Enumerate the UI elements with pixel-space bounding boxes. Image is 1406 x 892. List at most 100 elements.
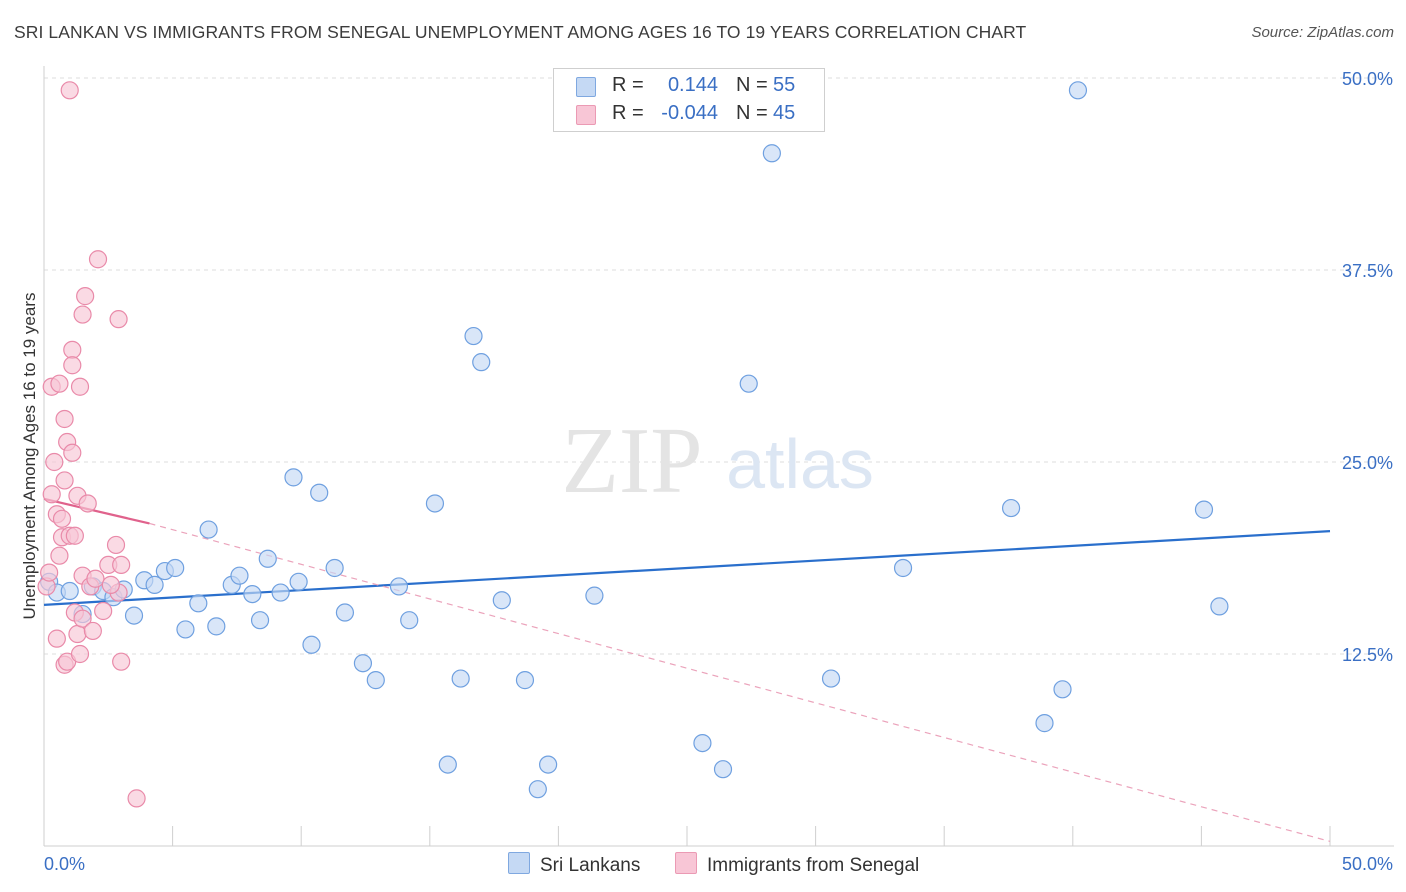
point-sri-lankans <box>366 671 385 690</box>
legend-r-label: R = <box>612 74 644 96</box>
point-sri-lankans <box>284 468 303 487</box>
x-tick-label: 50.0% <box>1342 854 1393 874</box>
point-senegal <box>55 471 74 490</box>
x-tick-label: 0.0% <box>44 854 85 874</box>
chart-title: SRI LANKAN VS IMMIGRANTS FROM SENEGAL UN… <box>14 22 1027 42</box>
watermark: ZIP atlas <box>562 409 874 513</box>
point-senegal <box>109 310 128 329</box>
point-sri-lankans <box>893 558 913 578</box>
point-sri-lankans <box>166 558 185 578</box>
legend-r-value: 0.144 <box>667 74 718 96</box>
point-sri-lankans <box>302 635 321 654</box>
bottom-legend-swatch <box>675 852 697 874</box>
trend-lines <box>43 497 1331 842</box>
bottom-legend-senegal: Immigrants from Senegal <box>675 852 919 877</box>
point-sri-lankans <box>438 755 457 774</box>
point-senegal <box>65 526 84 545</box>
point-sri-lankans <box>472 353 491 372</box>
point-senegal <box>112 555 131 575</box>
watermark-atlas: atlas <box>726 425 874 503</box>
bottom-legend-label: Sri Lankans <box>540 855 641 876</box>
point-sri-lankans <box>528 780 547 799</box>
point-sri-lankans <box>271 583 290 602</box>
trend-line-senegal-extension <box>149 522 1331 842</box>
y-tick-label: 25.0% <box>1342 453 1393 473</box>
point-sri-lankans <box>1068 81 1088 100</box>
point-sri-lankans <box>693 733 712 753</box>
y-tick-label: 50.0% <box>1342 69 1393 89</box>
point-sri-lankans <box>250 611 270 630</box>
bottom-legend-swatch <box>508 852 530 874</box>
point-sri-lankans <box>230 566 249 585</box>
point-senegal <box>83 621 102 641</box>
legend-swatch-senegal <box>576 105 596 125</box>
data-points <box>37 81 1229 808</box>
point-senegal <box>106 535 126 555</box>
point-sri-lankans <box>189 594 208 613</box>
point-senegal <box>50 374 69 393</box>
point-sri-lankans <box>199 520 218 539</box>
point-sri-lankans <box>176 620 195 639</box>
point-senegal <box>70 644 90 664</box>
point-sri-lankans <box>492 591 511 610</box>
legend-r-label: R = <box>612 102 644 124</box>
tick-labels: 12.5% 25.0% 37.5% 50.0% 0.0% 50.0% <box>44 69 1393 874</box>
point-senegal <box>52 509 72 528</box>
legend-n-label: N = <box>736 74 768 96</box>
point-senegal <box>63 340 82 359</box>
point-sri-lankans <box>353 654 373 673</box>
point-sri-lankans <box>739 374 758 393</box>
bottom-legend-label: Immigrants from Senegal <box>707 855 920 876</box>
point-sri-lankans <box>207 617 226 636</box>
y-axis-label: Unemployment Among Ages 16 to 19 years <box>20 292 39 620</box>
point-sri-lankans <box>585 586 604 605</box>
point-senegal <box>86 569 105 588</box>
point-sri-lankans <box>762 144 781 163</box>
point-senegal <box>76 287 95 306</box>
point-senegal <box>73 609 92 628</box>
grid-lines <box>44 77 1394 655</box>
point-senegal <box>73 305 92 324</box>
point-sri-lankans <box>145 575 164 594</box>
point-sri-lankans <box>1053 680 1072 699</box>
point-sri-lankans <box>289 572 308 591</box>
point-senegal <box>112 652 131 671</box>
point-sri-lankans <box>713 760 733 779</box>
trend-line-senegal <box>43 497 150 525</box>
bottom-legend-sri-lankans: Sri Lankans <box>508 852 640 877</box>
point-sri-lankans <box>425 494 445 513</box>
point-senegal <box>70 377 90 396</box>
point-sri-lankans <box>1194 500 1214 519</box>
point-sri-lankans <box>1210 597 1229 616</box>
point-senegal <box>45 452 64 472</box>
y-tick-label: 12.5% <box>1342 645 1393 665</box>
point-senegal <box>42 485 61 504</box>
legend-swatch-sri-lankans <box>576 77 596 97</box>
point-senegal <box>40 563 59 582</box>
point-sri-lankans <box>60 581 79 601</box>
point-sri-lankans <box>124 606 144 625</box>
point-senegal <box>127 789 146 808</box>
point-senegal <box>68 624 87 644</box>
point-sri-lankans <box>451 669 470 688</box>
point-senegal <box>55 409 74 429</box>
legend-n-label: N = <box>736 102 768 124</box>
point-sri-lankans <box>389 577 409 596</box>
legend-row-sri-lankans: R = 0.144 N = 55 <box>554 72 824 100</box>
point-senegal <box>50 546 69 565</box>
y-tick-label: 37.5% <box>1342 261 1393 281</box>
point-senegal <box>63 356 82 375</box>
point-sri-lankans <box>243 584 262 604</box>
point-senegal <box>94 601 113 621</box>
point-senegal <box>101 575 120 594</box>
legend-n-value: 45 <box>773 102 796 124</box>
point-sri-lankans <box>400 611 419 630</box>
watermark-zip: ZIP <box>562 409 703 513</box>
point-senegal <box>63 443 82 462</box>
point-sri-lankans <box>258 549 277 568</box>
point-sri-lankans <box>464 326 483 346</box>
point-sri-lankans <box>310 483 329 502</box>
legend-row-senegal: R = -0.044 N = 45 <box>554 100 824 128</box>
axes <box>43 66 1394 847</box>
